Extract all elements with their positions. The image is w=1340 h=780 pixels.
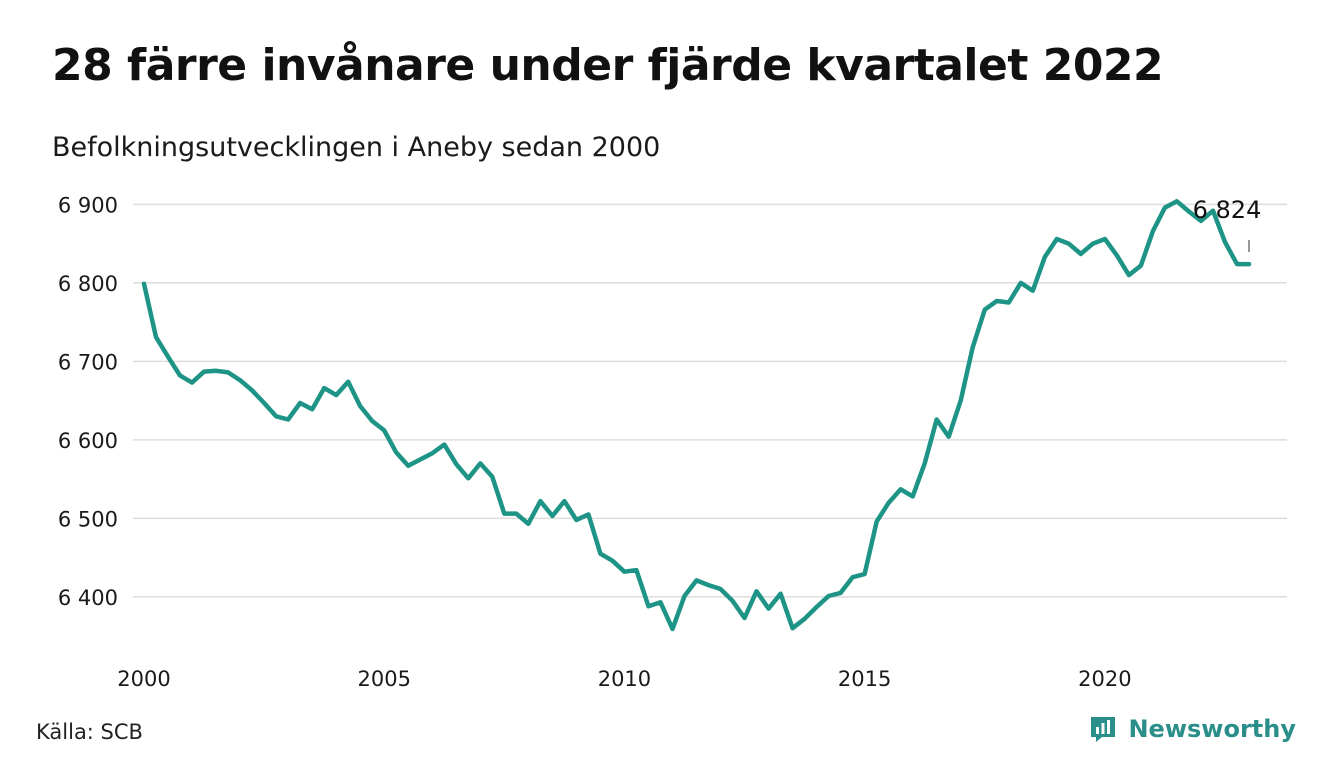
y-axis-tick-labels: 6 400 6 500 6 600 6 700 6 800 6 900 <box>58 193 118 609</box>
y-tick-label: 6 800 <box>58 272 118 296</box>
brand-logo: Newsworthy <box>1088 714 1296 744</box>
y-tick-label: 6 400 <box>58 586 118 610</box>
x-tick-label: 2010 <box>598 667 651 691</box>
population-line <box>141 199 1252 632</box>
source-note: Källa: SCB <box>36 720 143 744</box>
newsworthy-logo-icon <box>1091 717 1116 742</box>
x-tick-label: 2020 <box>1078 667 1131 691</box>
brand-name: Newsworthy <box>1128 715 1296 743</box>
chart-title: 28 färre invånare under fjärde kvartalet… <box>52 40 1164 91</box>
y-tick-label: 6 600 <box>58 429 118 453</box>
y-tick-label: 6 500 <box>58 507 118 531</box>
x-tick-label: 2000 <box>117 667 170 691</box>
y-tick-label: 6 700 <box>58 350 118 374</box>
y-tick-label: 6 900 <box>58 193 118 217</box>
end-value-label: 6 824 <box>1193 196 1262 224</box>
x-tick-label: 2015 <box>838 667 891 691</box>
x-tick-label: 2005 <box>357 667 410 691</box>
gridlines <box>133 203 1287 598</box>
x-axis-tick-labels: 2000 2005 2010 2015 2020 <box>117 667 1131 691</box>
chart-subtitle: Befolkningsutvecklingen i Aneby sedan 20… <box>52 132 661 163</box>
